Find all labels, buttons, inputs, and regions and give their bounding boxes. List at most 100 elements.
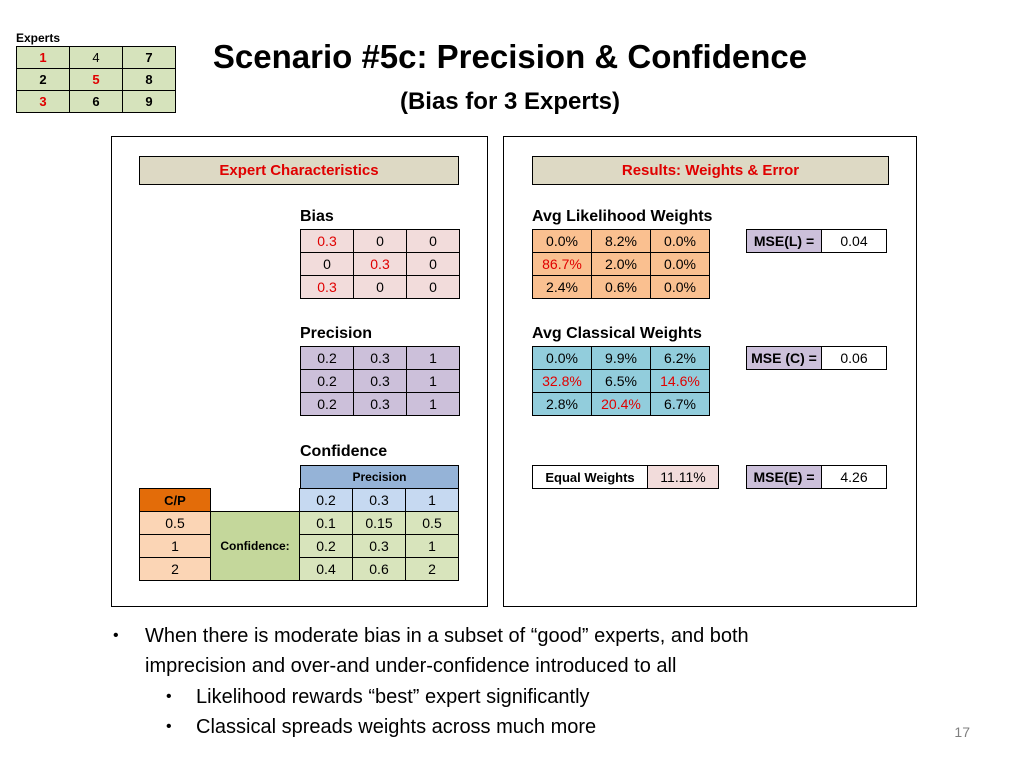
confidence-cell: 0.1 [299, 511, 353, 535]
main-bullet: When there is moderate bias in a subset … [145, 621, 905, 681]
likelihood-cell: 2.0% [591, 252, 651, 276]
confidence-cell: 2 [405, 557, 459, 581]
equal-weights-label: Equal Weights [532, 465, 648, 489]
experts-cell: 1 [16, 46, 70, 69]
experts-cell: 6 [69, 90, 123, 113]
mse-likelihood-value: 0.04 [821, 229, 887, 253]
precision-cell: 0.2 [300, 346, 354, 370]
bullet-dot: • [166, 688, 172, 705]
confidence-cell: 0.6 [352, 557, 406, 581]
confidence-cell: 0.2 [299, 534, 353, 558]
precision-cell: 0.3 [353, 369, 407, 393]
likelihood-cell: 86.7% [532, 252, 592, 276]
precision-table: 0.2 0.3 1 0.2 0.3 1 0.2 0.3 1 [300, 346, 460, 416]
bias-cell: 0.3 [300, 229, 354, 253]
confidence-cell: 0.3 [352, 534, 406, 558]
cp-header: C/P [139, 488, 211, 512]
likelihood-cell: 2.4% [532, 275, 592, 299]
precision-cell: 1 [406, 369, 460, 393]
classical-cell: 6.2% [650, 346, 710, 370]
mse-likelihood: MSE(L) = 0.04 [746, 229, 887, 253]
precision-value: 1 [405, 488, 459, 512]
classical-cell: 6.7% [650, 392, 710, 416]
confidence-row-label: Confidence: [210, 511, 300, 581]
precision-cell: 0.3 [353, 346, 407, 370]
classical-cell: 32.8% [532, 369, 592, 393]
precision-cell: 1 [406, 392, 460, 416]
bias-cell: 0 [300, 252, 354, 276]
expert-characteristics-header: Expert Characteristics [139, 156, 459, 185]
precision-cell: 1 [406, 346, 460, 370]
mse-equal: MSE(E) = 4.26 [746, 465, 887, 489]
precision-value: 0.2 [299, 488, 353, 512]
experts-cell: 3 [16, 90, 70, 113]
precision-cell: 0.2 [300, 369, 354, 393]
results-header: Results: Weights & Error [532, 156, 889, 185]
experts-cell: 5 [69, 68, 123, 91]
sub-bullet-2: Classical spreads weights across much mo… [196, 716, 597, 738]
classical-cell: 6.5% [591, 369, 651, 393]
mse-equal-label: MSE(E) = [746, 465, 822, 489]
experts-label: Experts [16, 31, 61, 45]
precision-cell: 0.3 [353, 392, 407, 416]
precision-header-cell: Precision [300, 465, 459, 489]
confidence-precision-header: Precision [300, 465, 459, 489]
likelihood-weights-label: Avg Likelihood Weights [532, 208, 713, 225]
main-bullet-line-2: imprecision and over-and under-confidenc… [145, 655, 677, 677]
experts-cell: 9 [122, 90, 176, 113]
likelihood-cell: 8.2% [591, 229, 651, 253]
classical-cell: 14.6% [650, 369, 710, 393]
likelihood-cell: 0.6% [591, 275, 651, 299]
likelihood-cell: 0.0% [532, 229, 592, 253]
confidence-label: Confidence [300, 443, 388, 460]
cp-value: 0.5 [139, 511, 211, 535]
confidence-cell: 0.5 [405, 511, 459, 535]
bias-cell: 0 [353, 229, 407, 253]
bias-cell: 0.3 [300, 275, 354, 299]
classical-weights-table: 0.0% 9.9% 6.2% 32.8% 6.5% 14.6% 2.8% 20.… [532, 346, 710, 416]
experts-table: 1 4 7 2 5 8 3 6 9 [16, 46, 176, 113]
bias-table: 0.3 0 0 0 0.3 0 0.3 0 0 [300, 229, 460, 299]
bullet-dot: • [113, 627, 119, 644]
slide-subtitle: (Bias for 3 Experts) [399, 88, 621, 115]
experts-cell: 2 [16, 68, 70, 91]
likelihood-cell: 0.0% [650, 252, 710, 276]
mse-classical-value: 0.06 [821, 346, 887, 370]
mse-classical-label: MSE (C) = [746, 346, 822, 370]
bias-cell: 0.3 [353, 252, 407, 276]
cp-value: 2 [139, 557, 211, 581]
confidence-table: C/P 0.2 0.3 1 0.5 Confidence: 0.1 0.15 0… [139, 488, 459, 581]
classical-weights-label: Avg Classical Weights [532, 325, 702, 342]
experts-cell: 8 [122, 68, 176, 91]
classical-cell: 20.4% [591, 392, 651, 416]
confidence-cell: 1 [405, 534, 459, 558]
equal-weights: Equal Weights 11.11% [532, 465, 719, 489]
experts-cell: 7 [122, 46, 176, 69]
sub-bullet-1: Likelihood rewards “best” expert signifi… [196, 686, 590, 708]
cp-value: 1 [139, 534, 211, 558]
precision-value: 0.3 [352, 488, 406, 512]
spacer [210, 488, 300, 512]
bias-cell: 0 [406, 275, 460, 299]
precision-label: Precision [300, 325, 373, 342]
mse-likelihood-label: MSE(L) = [746, 229, 822, 253]
classical-cell: 2.8% [532, 392, 592, 416]
slide-title: Scenario #5c: Precision & Confidence [212, 38, 808, 75]
likelihood-cell: 0.0% [650, 275, 710, 299]
bullet-dot: • [166, 718, 172, 735]
equal-weights-value: 11.11% [647, 465, 719, 489]
experts-cell: 4 [69, 46, 123, 69]
classical-cell: 0.0% [532, 346, 592, 370]
bias-label: Bias [300, 208, 334, 225]
mse-classical: MSE (C) = 0.06 [746, 346, 887, 370]
classical-cell: 9.9% [591, 346, 651, 370]
confidence-cell: 0.4 [299, 557, 353, 581]
likelihood-cell: 0.0% [650, 229, 710, 253]
bias-cell: 0 [406, 229, 460, 253]
main-bullet-line-1: When there is moderate bias in a subset … [145, 625, 749, 647]
page-number: 17 [954, 724, 970, 740]
bias-cell: 0 [353, 275, 407, 299]
precision-cell: 0.2 [300, 392, 354, 416]
bias-cell: 0 [406, 252, 460, 276]
confidence-cell: 0.15 [352, 511, 406, 535]
